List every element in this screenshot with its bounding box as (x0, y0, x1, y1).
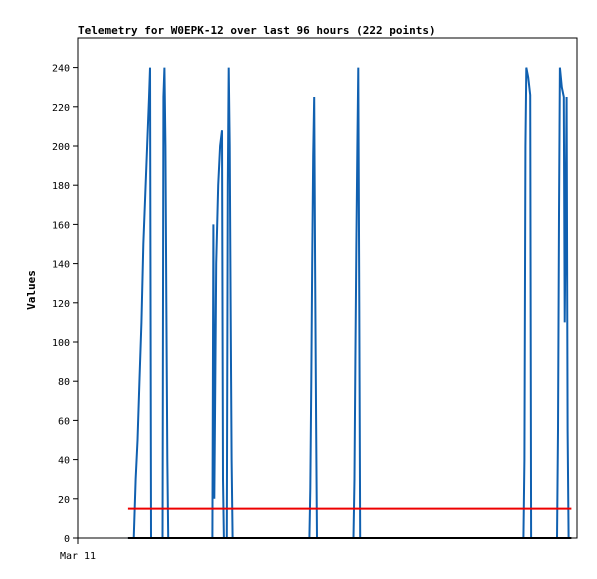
y-tick-label: 140 (52, 260, 70, 271)
y-tick-label: 80 (58, 377, 70, 388)
y-tick-label: 60 (58, 416, 70, 427)
y-tick-label: 200 (52, 142, 70, 153)
chart-title: Telemetry for W0EPK-12 over last 96 hour… (78, 24, 436, 37)
y-tick-label: 0 (64, 534, 70, 545)
y-tick-label: 180 (52, 181, 70, 192)
y-tick-label: 240 (52, 64, 70, 75)
y-axis: 0 20 40 60 80 100 120 140 160 180 200 220 240 (52, 64, 78, 545)
y-tick-label: 160 (52, 220, 70, 231)
y-tick-label: 40 (58, 456, 70, 467)
plot-area (77, 37, 578, 539)
x-axis: Mar 11 (60, 538, 96, 562)
y-tick-label: 220 (52, 103, 70, 114)
y-tick-label: 120 (52, 299, 70, 310)
y-tick-label: 20 (58, 495, 70, 506)
x-tick-label: Mar 11 (60, 551, 96, 562)
y-tick-label: 100 (52, 338, 70, 349)
y-axis-label: Values (25, 270, 38, 310)
series-layer (127, 67, 572, 539)
